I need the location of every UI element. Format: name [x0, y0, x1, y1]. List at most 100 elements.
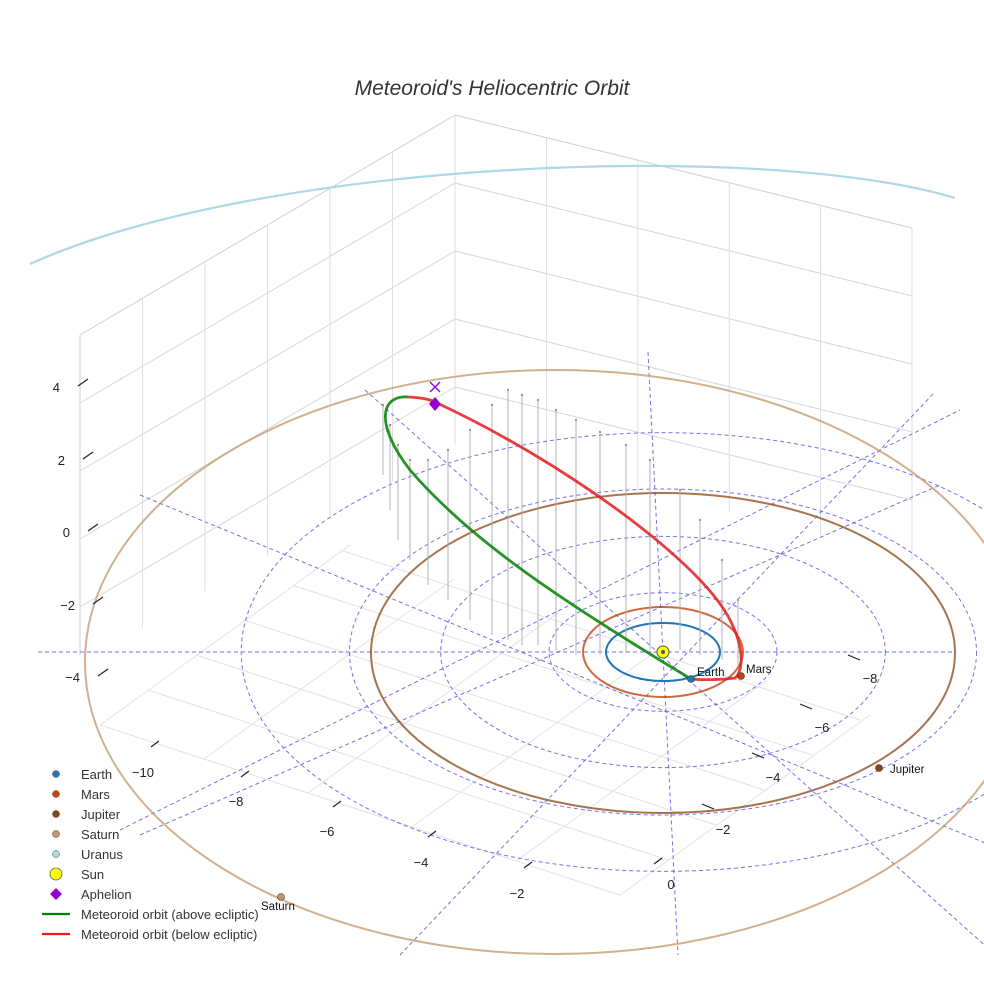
legend-label-earth: Earth	[81, 767, 112, 782]
x-tick-label-3: −4	[414, 855, 429, 870]
drop-point-2	[396, 443, 400, 447]
drop-point-10	[536, 398, 540, 402]
legend-label-meteoroid-orbit-above-ecliptic: Meteoroid orbit (above ecliptic)	[81, 907, 259, 922]
y-tick-mark-2	[751, 752, 765, 759]
floor-grid-b-4	[515, 680, 767, 862]
sun-core	[661, 650, 665, 654]
legend-label-mars: Mars	[81, 787, 110, 802]
drop-point-5	[446, 448, 450, 452]
aphelion-projection-marker	[429, 381, 441, 393]
planet-orbits	[29, 164, 984, 955]
legend-marker-saturn	[52, 830, 60, 838]
mars-label: Mars	[746, 664, 772, 676]
y-tick-label-3: −2	[716, 822, 731, 837]
legend-label-meteoroid-orbit-below-ecliptic: Meteoroid orbit (below ecliptic)	[81, 927, 257, 942]
drop-point-3	[408, 458, 412, 462]
drop-point-1	[388, 423, 392, 427]
saturn-label: Saturn	[261, 901, 295, 913]
body-markers: Earth Mars Jupiter Saturn	[261, 381, 925, 913]
x-tick-label-2: −6	[320, 824, 335, 839]
legend-label-uranus: Uranus	[81, 847, 123, 862]
z-tick-mark-3	[92, 596, 104, 605]
z-tick-mark-0	[77, 378, 89, 387]
mars-orbit	[582, 606, 744, 698]
floor-grid-b-3	[411, 646, 663, 828]
drop-point-0	[381, 403, 385, 407]
drop-point-14	[624, 443, 628, 447]
z-tick-label-0: 4	[53, 380, 60, 395]
x-tick-mark-0	[150, 740, 160, 748]
y-tick-label-0: −8	[863, 671, 878, 686]
drop-point-4	[426, 458, 430, 462]
drop-point-13	[598, 430, 602, 434]
legend-marker-sun	[49, 867, 63, 881]
legend: Earth Mars Jupiter Saturn Uranus Sun Aphelion M…	[42, 767, 259, 942]
floor-grid-b-2	[307, 612, 559, 794]
floor-grid-a-0	[99, 724, 621, 896]
drop-point-19	[736, 598, 740, 602]
drop-point-11	[554, 408, 558, 412]
z-tick-mark-2	[87, 523, 99, 532]
x-tick-label-1: −8	[229, 794, 244, 809]
drop-point-18	[720, 558, 724, 562]
x-tick-label-4: −2	[510, 886, 525, 901]
legend-marker-aphelion	[50, 888, 62, 900]
jupiter-label: Jupiter	[890, 764, 925, 776]
saturn-marker	[277, 893, 285, 901]
jupiter-marker	[875, 764, 883, 772]
legend-label-sun: Sun	[81, 867, 104, 882]
back-grid-row-right-0	[454, 114, 913, 229]
legend-label-saturn: Saturn	[81, 827, 119, 842]
y-tick-mark-0	[847, 654, 861, 661]
ecliptic-grid	[38, 351, 984, 956]
axis-ticks: 4 2 0 −2 −4 −10 −8 −6 −4 −2 0 −8 −6 −4 −2	[53, 378, 878, 901]
ecliptic-spoke-5	[139, 484, 941, 836]
uranus-orbit	[29, 164, 956, 266]
drop-point-7	[490, 403, 494, 407]
ecliptic-spoke-3	[139, 494, 984, 844]
drop-point-12	[574, 418, 578, 422]
z-tick-label-2: 0	[63, 525, 70, 540]
back-grid-row-right-3	[454, 318, 913, 433]
y-tick-label-2: −4	[766, 770, 781, 785]
floor-grid-a-2	[195, 654, 717, 826]
z-tick-mark-1	[82, 451, 94, 460]
ecliptic-spoke-6	[119, 409, 961, 831]
back-grid-row-right-4	[454, 386, 913, 501]
back-grid-row-right-1	[454, 182, 913, 297]
drop-point-15	[648, 458, 652, 462]
x-tick-mark-4	[523, 861, 533, 869]
legend-label-aphelion: Aphelion	[81, 887, 132, 902]
x-tick-mark-3	[427, 830, 437, 838]
mars-marker	[737, 672, 745, 680]
floor-grid-a-1	[147, 689, 669, 861]
z-tick-label-4: −4	[65, 670, 80, 685]
chart-title: Meteoroid's Heliocentric Orbit	[355, 77, 631, 100]
x-tick-mark-1	[240, 770, 250, 778]
z-tick-mark-4	[97, 668, 109, 677]
x-tick-mark-2	[332, 800, 342, 808]
drop-point-16	[678, 488, 682, 492]
legend-label-jupiter: Jupiter	[81, 807, 121, 822]
x-tick-mark-5	[653, 857, 663, 865]
floor-grid-b-0	[99, 544, 351, 726]
z-tick-label-3: −2	[60, 598, 75, 613]
x-tick-label-5: 0	[667, 877, 674, 892]
jupiter-orbit	[370, 492, 956, 814]
meteoroid-orbit-above-ecliptic	[384, 395, 692, 681]
back-grid-row-right-2	[454, 250, 913, 365]
y-tick-mark-3	[701, 803, 715, 810]
y-tick-mark-1	[799, 703, 813, 710]
floor-grid-b-1	[203, 578, 455, 760]
legend-marker-earth	[52, 770, 60, 778]
earth-label: Earth	[697, 667, 725, 679]
legend-marker-uranus	[52, 850, 60, 858]
z-tick-label-1: 2	[58, 453, 65, 468]
orbit-projection-lines	[381, 388, 740, 665]
drop-point-9	[520, 393, 524, 397]
drop-point-6	[468, 428, 472, 432]
saturn-orbit	[84, 369, 984, 955]
aphelion-marker	[429, 397, 441, 411]
drop-point-8	[506, 388, 510, 392]
